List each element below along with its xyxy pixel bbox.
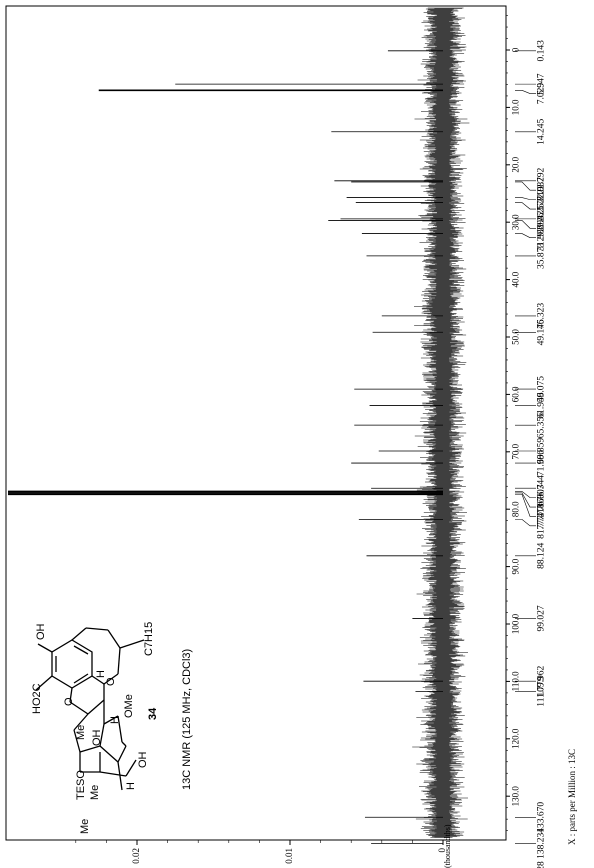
peak-leader-line — [515, 197, 536, 200]
x-tick-label: 90.0 — [510, 558, 520, 574]
label-me-3: Me — [79, 819, 91, 834]
peak-leader-line — [515, 181, 536, 191]
y-tick-label: 0.02 — [131, 848, 141, 864]
label-teso: TESO — [75, 770, 87, 800]
chemical-structure: OH HO2C O O H C7H15 Me OH H OMe TESO Me … — [31, 622, 155, 834]
peak-label: 76.907 — [537, 484, 547, 510]
peak-label: 111.779 — [537, 676, 547, 706]
peak-label: 59.075 — [537, 376, 547, 402]
label-oh-mid: OH — [91, 729, 103, 746]
peak-label: 22.982 — [537, 177, 547, 203]
label-o-pyran: O — [105, 677, 117, 686]
peak-label: 65.356 — [537, 412, 547, 438]
peak-label: 99.027 — [537, 605, 547, 631]
baseline-noise — [412, 7, 470, 838]
peak-leader-line — [515, 233, 536, 238]
peak-label: 25.710 — [537, 186, 547, 212]
label-me-2: Me — [89, 785, 101, 800]
y-axis: 0 0.01 0.02 — [75, 840, 447, 864]
x-tick-label: 30.0 — [510, 214, 520, 230]
x-tick-label: 70.0 — [510, 443, 520, 459]
peak-label: 49.175 — [537, 319, 547, 345]
peak-label: 77.160 — [537, 494, 547, 520]
peak-label: 144.028 — [537, 861, 547, 868]
x-tick-label: 60.0 — [510, 386, 520, 402]
peak-label: 7.029 — [537, 83, 547, 105]
peak-labels: 0.1435.9477.02914.24522.79222.98225.7102… — [515, 40, 547, 868]
peak-label: 0.143 — [537, 40, 547, 62]
peak-label: 61.946 — [537, 392, 547, 418]
label-ome: OMe — [123, 694, 135, 718]
x-tick-label: 130.0 — [510, 786, 520, 807]
label-o-ring: O — [63, 697, 75, 706]
peak-leader-line — [515, 220, 536, 229]
peak-label: 88.124 — [537, 543, 547, 569]
label-me-1: Me — [75, 725, 87, 740]
label-h-mid: H — [109, 716, 121, 724]
label-oh-bot: OH — [137, 751, 149, 768]
peak-label: 29.421 — [537, 206, 547, 232]
peak-lines — [8, 50, 443, 844]
peak-label: 109.962 — [537, 665, 547, 696]
peak-leader-line — [515, 519, 536, 527]
label-h-top: H — [95, 670, 107, 678]
noise-trace — [412, 7, 470, 838]
x-tick-label: 0 — [510, 47, 520, 52]
peak-label: 22.792 — [537, 168, 547, 194]
peak-label: 81.772 — [537, 513, 547, 539]
peak-label: 77.418 — [537, 503, 547, 529]
x-tick-label: 100.0 — [510, 613, 520, 634]
y-axis-label: (thousandths) — [443, 824, 452, 868]
peak-label: 29.693 — [537, 215, 547, 241]
x-tick-label: 120.0 — [510, 728, 520, 749]
compound-number: 34 — [147, 707, 159, 720]
label-c7h15: C7H15 — [143, 622, 155, 656]
peak-leader-line — [515, 491, 536, 498]
peak-label: 133.670 — [537, 802, 547, 833]
peak-label: 76.344 — [537, 475, 547, 501]
y-tick-label: 0.01 — [284, 848, 294, 864]
peak-leader-line — [515, 494, 536, 517]
structure-labels: OH HO2C O O H C7H15 Me OH H OMe TESO Me … — [31, 622, 155, 834]
x-tick-label: 50.0 — [510, 329, 520, 345]
nmr-caption: 13C NMR (125 MHz, CDCl3) — [181, 649, 193, 790]
peak-label: 14.245 — [537, 118, 547, 144]
peak-leader-line — [515, 90, 536, 94]
y-tick-label: 0 — [437, 848, 447, 853]
peak-label: 5.947 — [537, 73, 547, 95]
peak-label: 69.859 — [537, 438, 547, 464]
peak-label: 31.982 — [537, 224, 547, 250]
label-oh-top: OH — [35, 623, 47, 640]
peak-leader-line — [515, 202, 536, 210]
x-axis: 0 10.0 20.0 30.0 40.0 50.0 60.0 70.0 80.0 90.0 100… — [505, 6, 520, 840]
structure-bonds — [35, 627, 145, 791]
label-ho2c: HO2C — [31, 683, 43, 714]
x-tick-label: 10.0 — [510, 99, 520, 115]
peak-label: 138.234 — [537, 828, 547, 859]
x-tick-label: 40.0 — [510, 271, 520, 287]
x-axis-label: X : parts per Million : 13C — [567, 749, 577, 845]
peak-leader-line — [515, 492, 536, 508]
peak-label: 46.323 — [537, 303, 547, 329]
peak-label: 35.873 — [537, 243, 547, 269]
peak-label: 71.966 — [537, 450, 547, 476]
x-tick-label: 80.0 — [510, 501, 520, 517]
label-h-bot: H — [125, 782, 137, 790]
peak-label: 26.578 — [537, 196, 547, 222]
x-tick-label: 20.0 — [510, 156, 520, 172]
